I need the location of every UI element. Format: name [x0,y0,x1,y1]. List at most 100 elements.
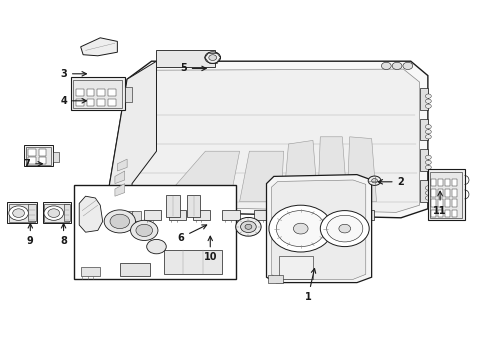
Circle shape [425,186,430,190]
Circle shape [402,62,412,69]
Polygon shape [115,184,124,196]
Bar [430,210,435,217]
Polygon shape [117,159,127,171]
Bar [427,169,464,220]
Circle shape [425,130,430,134]
Bar [97,89,105,96]
Circle shape [244,224,251,229]
Bar [444,189,449,197]
Circle shape [381,62,390,69]
Polygon shape [105,61,156,211]
Bar [283,210,300,220]
Circle shape [130,220,158,240]
Bar [28,204,36,221]
Polygon shape [239,151,283,202]
Text: 4: 4 [60,96,86,106]
Bar [71,77,124,110]
Polygon shape [266,175,371,283]
Bar [108,89,116,96]
Circle shape [425,94,430,98]
Circle shape [240,221,256,233]
Bar [39,157,46,164]
Text: 5: 5 [180,63,206,73]
Circle shape [371,179,377,183]
Bar [74,185,235,279]
Bar [112,211,121,221]
Circle shape [136,224,152,237]
Text: 8: 8 [60,224,67,246]
Bar [166,195,180,217]
Circle shape [425,104,430,108]
Circle shape [320,211,368,247]
Text: 1: 1 [304,269,315,302]
Bar [430,199,435,207]
Bar [28,149,36,156]
Bar [81,267,100,276]
Bar [97,99,105,106]
Bar [53,152,59,162]
Circle shape [425,160,430,165]
Bar [24,145,53,166]
Circle shape [268,205,332,252]
Polygon shape [346,137,376,202]
Bar [63,204,70,221]
Bar [419,88,427,110]
Bar [254,210,271,220]
Bar [451,199,456,207]
Bar [108,99,116,106]
Circle shape [13,209,24,217]
Circle shape [326,215,362,242]
Circle shape [425,191,430,195]
Bar [451,179,456,186]
Circle shape [208,55,216,60]
Circle shape [338,224,350,233]
Text: 2: 2 [377,177,404,187]
Bar [429,172,461,218]
Bar [222,210,239,220]
Circle shape [425,155,430,159]
Circle shape [425,99,430,103]
Bar [332,210,349,220]
Text: 7: 7 [23,159,42,169]
Bar [444,179,449,186]
Polygon shape [81,38,117,56]
Bar [39,149,46,156]
Bar [356,210,373,220]
Bar [26,147,51,165]
Bar [163,250,222,274]
Circle shape [9,206,28,220]
Bar [419,180,427,202]
Bar [419,149,427,171]
Text: 3: 3 [60,69,86,79]
Bar [144,210,161,220]
Polygon shape [115,171,124,184]
Bar [437,199,442,207]
Circle shape [425,125,430,129]
Bar [9,204,35,222]
Bar [437,189,442,197]
Circle shape [44,206,63,220]
Bar [168,210,185,220]
Bar [307,210,325,220]
Bar [186,195,200,217]
Bar [444,199,449,207]
Polygon shape [79,196,102,232]
Bar [444,210,449,217]
Circle shape [367,176,380,185]
Circle shape [104,210,135,233]
Circle shape [276,211,325,247]
Bar [73,80,122,108]
Polygon shape [271,180,365,279]
Text: 10: 10 [203,236,217,262]
Circle shape [204,52,220,63]
Bar [437,179,442,186]
Bar [156,50,215,67]
Bar [86,99,94,106]
Bar [76,99,83,106]
Circle shape [425,165,430,170]
Bar [451,189,456,197]
Bar [28,157,36,164]
Polygon shape [112,69,419,212]
Bar [124,87,131,102]
Bar [430,179,435,186]
